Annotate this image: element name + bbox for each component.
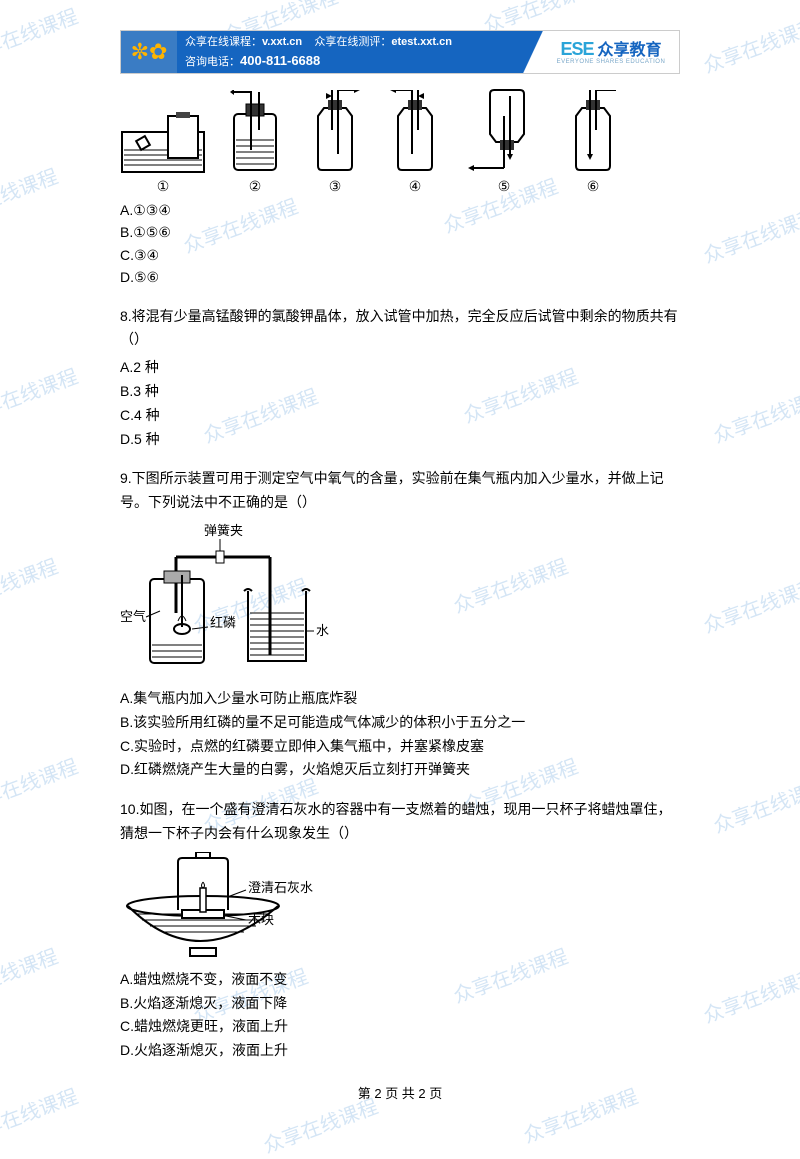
svg-text:红磷: 红磷 — [210, 615, 236, 630]
banner-test-label: 众享在线测评： — [314, 36, 391, 48]
q10-optB: B.火焰逐渐熄灭，液面下降 — [120, 992, 680, 1016]
device-2-label: ② — [249, 178, 262, 195]
device-diagram-row: ① ② — [120, 80, 680, 195]
q7-optA: A.①③④ — [120, 199, 680, 221]
logo-sub: EVERYONE SHARES EDUCATION — [557, 59, 666, 65]
banner-logo: ESE 众享教育 EVERYONE SHARES EDUCATION — [529, 31, 679, 73]
svg-text:澄清石灰水: 澄清石灰水 — [248, 880, 313, 895]
banner-course-label: 众享在线课程： — [185, 36, 262, 48]
device-1: ① — [120, 110, 206, 195]
logo-ese: ESE — [560, 40, 593, 58]
logo-cn: 众享教育 — [598, 43, 662, 59]
device-3: ③ — [304, 90, 366, 195]
q8-optB: B.3 种 — [120, 380, 680, 404]
q10-optA: A.蜡烛燃烧不变，液面不变 — [120, 968, 680, 992]
svg-text:水: 水 — [316, 623, 329, 638]
q10-optD: D.火焰逐渐熄灭，液面上升 — [120, 1039, 680, 1063]
device-5: ⑤ — [464, 80, 544, 195]
device-6: ⑥ — [562, 90, 624, 195]
q10-figure: 澄清石灰水 木块 — [120, 852, 680, 962]
question-9: 9.下图所示装置可用于测定空气中氧气的含量，实验前在集气瓶内加入少量水，并做上记… — [120, 467, 680, 782]
banner-phone-label: 咨询电话： — [185, 56, 240, 68]
banner-course-url: v.xxt.cn — [262, 36, 302, 48]
q9-optA: A.集气瓶内加入少量水可防止瓶底炸裂 — [120, 687, 680, 711]
page-content: ✼✿ 众享在线课程：v.xxt.cn 众享在线测评：etest.xxt.cn 咨… — [0, 0, 800, 1083]
q9-optB: B.该实验所用红磷的量不足可能造成气体减少的体积小于五分之一 — [120, 711, 680, 735]
svg-text:弹簧夹: 弹簧夹 — [204, 523, 243, 538]
q9-optC: C.实验时，点燃的红磷要立即伸入集气瓶中，并塞紧橡皮塞 — [120, 735, 680, 759]
q8-text: 8.将混有少量高锰酸钾的氯酸钾晶体，放入试管中加热，完全反应后试管中剩余的物质共… — [120, 305, 680, 353]
q9-text: 9.下图所示装置可用于测定空气中氧气的含量，实验前在集气瓶内加入少量水，并做上记… — [120, 467, 680, 515]
q8-optD: D.5 种 — [120, 428, 680, 452]
question-10: 10.如图，在一个盛有澄清石灰水的容器中有一支燃着的蜡烛，现用一只杯子将蜡烛罩住… — [120, 798, 680, 1063]
q8-optA: A.2 种 — [120, 356, 680, 380]
banner-text: 众享在线课程：v.xxt.cn 众享在线测评：etest.xxt.cn 咨询电话… — [177, 31, 529, 73]
banner-decor-icon: ✼✿ — [121, 31, 177, 73]
q8-optC: C.4 种 — [120, 404, 680, 428]
q10-text: 10.如图，在一个盛有澄清石灰水的容器中有一支燃着的蜡烛，现用一只杯子将蜡烛罩住… — [120, 798, 680, 846]
device-1-label: ① — [157, 178, 170, 195]
device-6-label: ⑥ — [587, 178, 600, 195]
device-3-label: ③ — [329, 178, 342, 195]
device-2: ② — [224, 90, 286, 195]
svg-text:木块: 木块 — [248, 912, 274, 927]
q7-optD: D.⑤⑥ — [120, 266, 680, 288]
q9-optD: D.红磷燃烧产生大量的白雾，火焰熄灭后立刻打开弹簧夹 — [120, 758, 680, 782]
q7-options: A.①③④ B.①⑤⑥ C.③④ D.⑤⑥ — [120, 199, 680, 289]
banner-phone-number: 400-811-6688 — [240, 53, 320, 68]
banner: ✼✿ 众享在线课程：v.xxt.cn 众享在线测评：etest.xxt.cn 咨… — [120, 30, 680, 74]
question-8: 8.将混有少量高锰酸钾的氯酸钾晶体，放入试管中加热，完全反应后试管中剩余的物质共… — [120, 305, 680, 452]
q7-optB: B.①⑤⑥ — [120, 221, 680, 243]
device-4: ④ — [384, 90, 446, 195]
device-5-label: ⑤ — [498, 178, 511, 195]
q10-optC: C.蜡烛燃烧更旺，液面上升 — [120, 1015, 680, 1039]
page-footer: 第 2 页 共 2 页 — [0, 1083, 800, 1102]
q9-figure: 弹簧夹 — [120, 521, 680, 681]
banner-test-url: etest.xxt.cn — [391, 36, 452, 48]
device-4-label: ④ — [409, 178, 422, 195]
q7-optC: C.③④ — [120, 244, 680, 266]
svg-text:空气: 空气 — [120, 609, 146, 624]
